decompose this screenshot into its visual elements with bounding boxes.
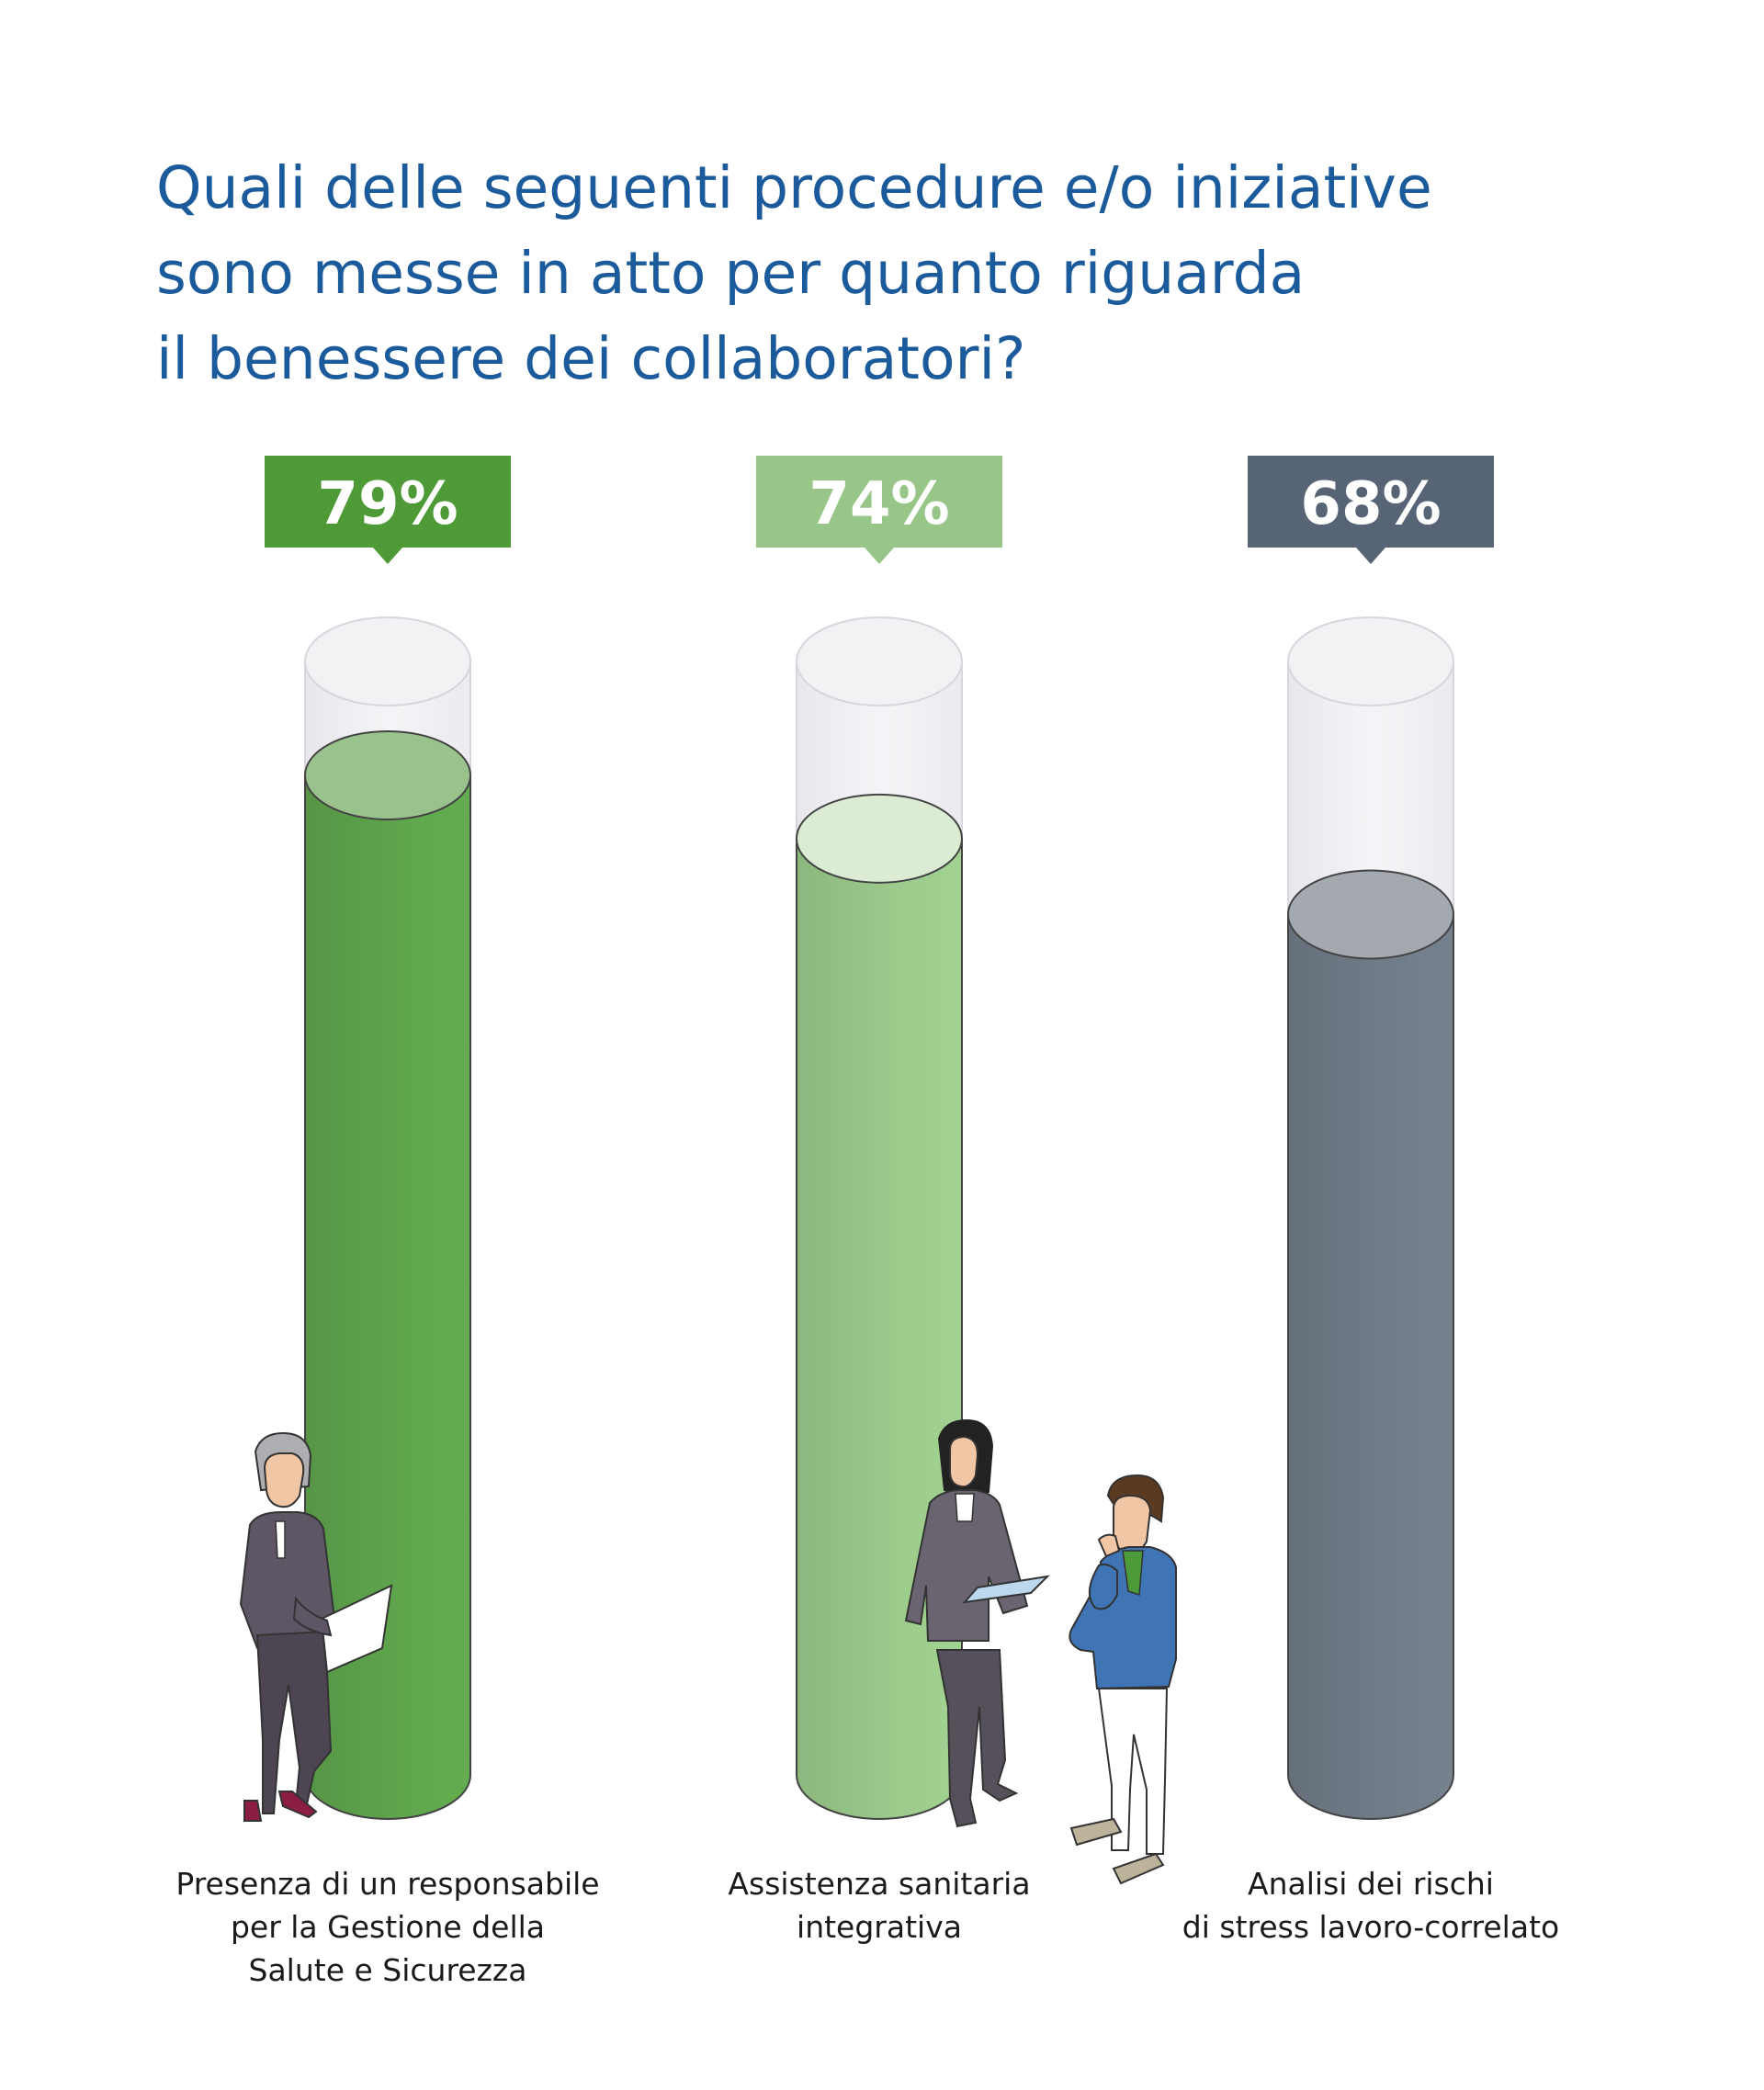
value-label: 79% — [265, 456, 511, 564]
bar-fill-top — [1287, 869, 1454, 960]
category-label-line: Salute e Sicurezza — [249, 1952, 527, 1988]
value-label-box — [1248, 456, 1494, 548]
value-label-pointer — [865, 548, 894, 564]
bar-fill — [1287, 913, 1454, 1820]
value-label-pointer — [373, 548, 402, 564]
value-label-text: 68% — [1300, 470, 1441, 538]
category-label-line: per la Gestione della — [231, 1909, 545, 1945]
cylinder-tube-top — [304, 616, 471, 706]
bar-fill-top — [796, 793, 963, 884]
bar-fill — [304, 774, 471, 1820]
category-label-line: di stress lavoro-correlato — [1182, 1909, 1559, 1945]
category-label: Assistenza sanitaria integrativa — [728, 1866, 1030, 1945]
cylinder-tube-top — [1287, 616, 1454, 706]
man-thinking-icon — [1069, 1474, 1177, 1885]
category-label-line: Assistenza sanitaria — [728, 1866, 1030, 1902]
chart-title: Quali delle seguenti procedure e/o inizi… — [156, 145, 1672, 401]
woman-with-laptop-icon — [239, 1431, 393, 1822]
value-label: 68% — [1248, 456, 1494, 564]
value-label-box — [265, 456, 511, 548]
bar-fill-top — [304, 729, 471, 820]
category-label: Analisi dei rischi di stress lavoro-corre… — [1182, 1866, 1559, 1945]
category-label-line: Presenza di un responsabile — [175, 1866, 599, 1902]
chart-title-line: Quali delle seguenti procedure e/o inizi… — [156, 154, 1432, 221]
chart-title-line: sono messe in atto per quanto riguarda — [156, 240, 1306, 307]
category-label-line: Analisi dei rischi — [1248, 1866, 1494, 1902]
cylinder-bar — [304, 616, 471, 1820]
woman-with-tablet-icon — [904, 1418, 1050, 1828]
value-label-box — [756, 456, 1002, 548]
cylinder-tube-top — [796, 616, 963, 706]
value-label-pointer — [1356, 548, 1385, 564]
labels-layer: 79% Presenza di un responsabile per la Ges… — [175, 456, 1559, 1988]
cylinder-bar — [1287, 616, 1454, 1820]
chart-title-line: il benessere dei collaboratori? — [156, 325, 1026, 392]
bars-layer — [304, 616, 1454, 1820]
category-label: Presenza di un responsabile per la Gestio… — [175, 1866, 599, 1988]
value-label: 74% — [756, 456, 1002, 564]
value-label-text: 79% — [317, 470, 458, 538]
bar-fill — [796, 837, 963, 1820]
category-label-line: integrativa — [797, 1909, 962, 1945]
value-label-text: 74% — [808, 470, 949, 538]
